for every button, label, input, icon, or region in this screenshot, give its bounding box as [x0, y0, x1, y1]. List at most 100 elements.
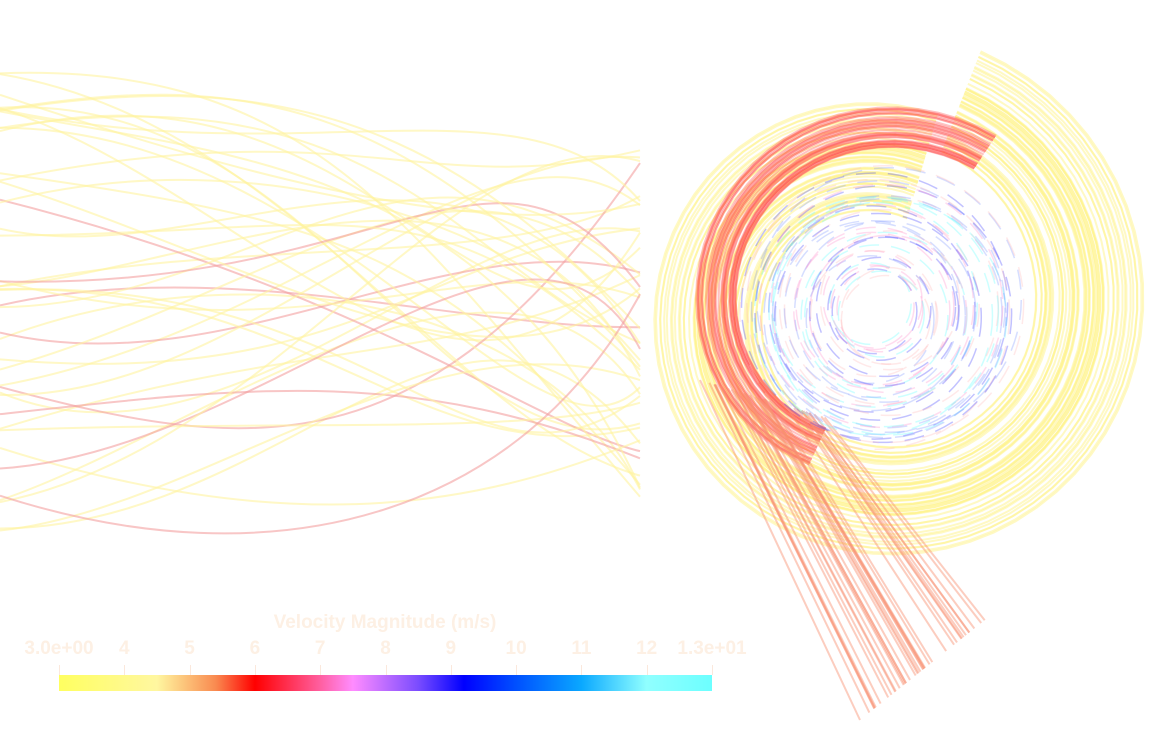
streamline	[0, 401, 641, 432]
streamline	[734, 390, 897, 693]
streamline	[708, 382, 871, 713]
streamline	[0, 278, 641, 470]
colorbar-tick	[450, 665, 452, 675]
streamline	[698, 109, 995, 463]
streamline	[707, 118, 990, 454]
streamline	[724, 136, 980, 439]
streamline	[696, 108, 996, 464]
streamline	[721, 133, 982, 442]
colorbar-tick-label: 1.3e+01	[677, 638, 747, 659]
streamline	[795, 226, 955, 386]
streamline	[759, 397, 922, 673]
streamline	[736, 128, 1061, 472]
colorbar-tick	[254, 665, 256, 675]
streamline	[0, 162, 641, 430]
streamline	[0, 288, 641, 434]
colorbar-tick-label: 8	[380, 638, 391, 659]
streamline	[0, 149, 641, 182]
streamline	[734, 145, 975, 430]
streamline	[808, 412, 971, 634]
streamline	[0, 196, 641, 309]
streamline	[733, 125, 1064, 475]
streamline	[742, 392, 905, 686]
streamline	[734, 390, 897, 692]
streamline	[671, 67, 1127, 538]
streamline	[771, 401, 934, 663]
streamline	[0, 223, 641, 371]
streamline	[836, 265, 924, 353]
streamline	[734, 145, 975, 430]
colorbar-tick-label: 3.0e+00	[24, 638, 94, 659]
streamline	[805, 254, 935, 385]
streamline	[703, 97, 1095, 506]
streamline	[0, 179, 641, 368]
streamline	[0, 176, 641, 387]
streamline	[738, 391, 901, 689]
streamline	[713, 383, 876, 709]
colorbar-tick	[516, 665, 518, 675]
streamline	[758, 183, 1004, 429]
streamline	[747, 138, 1051, 462]
streamline	[673, 69, 1124, 536]
streamline	[722, 134, 982, 441]
streamline	[820, 415, 982, 624]
streamline	[800, 409, 963, 640]
colorbar-tick-label: 12	[636, 638, 658, 659]
streamline	[706, 117, 991, 455]
streamline	[665, 62, 1132, 544]
streamline	[0, 199, 641, 345]
streamline	[756, 396, 919, 675]
streamline	[0, 73, 641, 477]
streamline	[714, 384, 876, 709]
streamline	[730, 122, 1068, 479]
streamline	[771, 200, 1008, 436]
colorbar-tick-label: 11	[571, 638, 592, 659]
colorbar-title: Velocity Magnitude (m/s)	[273, 612, 497, 633]
streamline	[749, 394, 911, 681]
streamline	[0, 108, 641, 202]
streamline	[712, 123, 988, 450]
streamline	[0, 274, 641, 430]
streamline	[755, 167, 1023, 434]
streamline	[757, 397, 920, 674]
streamline	[783, 208, 980, 405]
streamline	[711, 122, 988, 451]
streamline	[0, 71, 641, 498]
streamline	[813, 413, 976, 630]
streamline	[805, 411, 967, 636]
streamline	[731, 142, 977, 433]
streamline	[0, 114, 641, 290]
streamline	[840, 274, 931, 365]
streamline	[0, 202, 641, 288]
streamline	[704, 116, 992, 457]
colorbar-tick-label: 6	[249, 638, 261, 659]
streamline	[712, 105, 1086, 497]
streamline	[0, 95, 641, 330]
streamline	[768, 205, 976, 413]
streamline	[730, 388, 893, 696]
streamline	[653, 50, 1145, 556]
streamline	[731, 142, 977, 433]
streamline	[713, 383, 876, 710]
streamline	[819, 230, 961, 371]
colorbar-tick-label: 5	[184, 638, 195, 659]
streamline	[720, 131, 983, 442]
streamline	[734, 145, 975, 430]
streamline	[745, 136, 1053, 464]
streamline	[714, 126, 986, 448]
streamline	[699, 93, 1098, 510]
streamline	[713, 124, 987, 449]
streamline	[710, 103, 1088, 499]
colorbar-tick	[320, 665, 322, 675]
streamline	[717, 128, 985, 445]
colorbar-tick	[712, 665, 713, 675]
streamline	[692, 87, 1105, 517]
streamline	[771, 201, 978, 408]
streamline	[701, 112, 994, 460]
streamline	[793, 220, 977, 403]
streamline	[771, 197, 1003, 429]
streamline	[659, 55, 1139, 550]
streamline	[709, 120, 989, 453]
streamline	[729, 141, 978, 434]
